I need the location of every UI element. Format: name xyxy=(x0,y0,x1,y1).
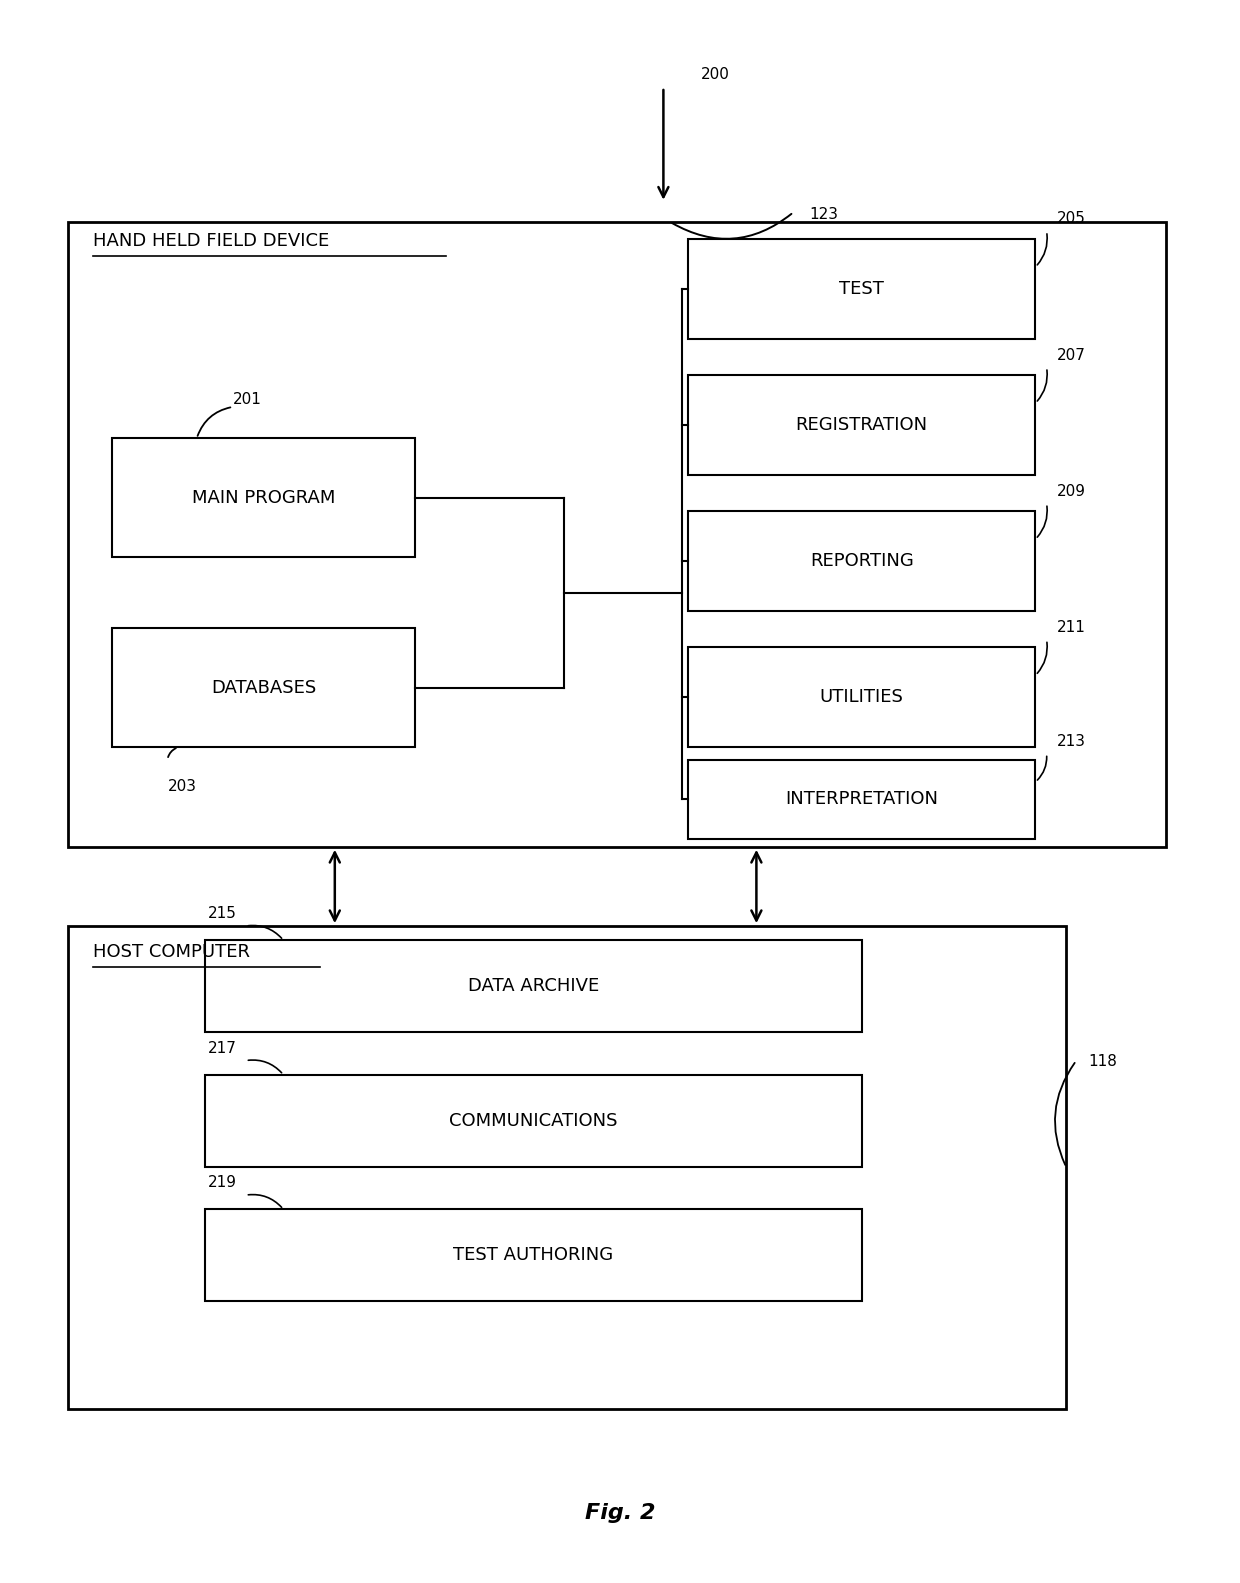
Text: 217: 217 xyxy=(208,1042,237,1056)
Text: 203: 203 xyxy=(167,779,196,793)
Text: 123: 123 xyxy=(810,207,838,222)
Bar xyxy=(112,438,415,557)
Text: 213: 213 xyxy=(1056,735,1085,749)
Text: 219: 219 xyxy=(208,1176,237,1190)
Text: INTERPRETATION: INTERPRETATION xyxy=(785,790,939,809)
Bar xyxy=(205,1209,862,1301)
Text: Fig. 2: Fig. 2 xyxy=(585,1502,655,1523)
Text: UTILITIES: UTILITIES xyxy=(820,689,904,706)
Text: TEST: TEST xyxy=(839,280,884,298)
Text: REPORTING: REPORTING xyxy=(810,552,914,570)
Bar xyxy=(205,940,862,1032)
Bar xyxy=(688,511,1035,611)
Text: 211: 211 xyxy=(1056,621,1085,635)
Bar xyxy=(112,628,415,747)
Bar xyxy=(688,760,1035,839)
Bar xyxy=(688,375,1035,475)
Bar xyxy=(205,1075,862,1167)
Text: MAIN PROGRAM: MAIN PROGRAM xyxy=(192,489,335,507)
Text: 200: 200 xyxy=(701,68,729,82)
Bar xyxy=(68,222,1166,847)
Text: 118: 118 xyxy=(1089,1054,1117,1069)
Bar xyxy=(688,647,1035,747)
Text: HAND HELD FIELD DEVICE: HAND HELD FIELD DEVICE xyxy=(93,233,330,250)
Text: TEST AUTHORING: TEST AUTHORING xyxy=(453,1246,614,1265)
Text: DATABASES: DATABASES xyxy=(211,679,316,697)
Text: REGISTRATION: REGISTRATION xyxy=(796,416,928,434)
Text: 201: 201 xyxy=(233,393,262,407)
Text: 209: 209 xyxy=(1056,484,1085,499)
Text: HOST COMPUTER: HOST COMPUTER xyxy=(93,943,250,961)
Text: 215: 215 xyxy=(208,907,237,921)
Bar xyxy=(688,239,1035,339)
Text: COMMUNICATIONS: COMMUNICATIONS xyxy=(449,1111,618,1130)
Bar xyxy=(68,926,1066,1409)
Text: DATA ARCHIVE: DATA ARCHIVE xyxy=(467,977,599,996)
Text: 205: 205 xyxy=(1056,212,1085,226)
Text: 207: 207 xyxy=(1056,348,1085,363)
